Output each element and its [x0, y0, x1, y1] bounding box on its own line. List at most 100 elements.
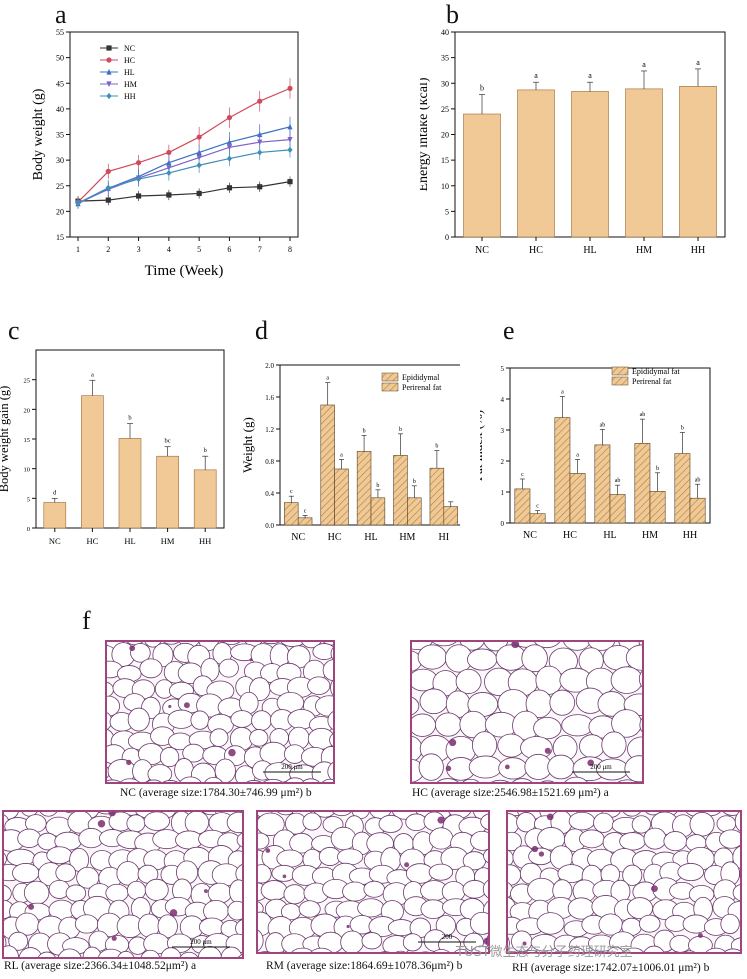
- adipocyte-cell: [262, 642, 281, 645]
- bar-hc: [81, 395, 104, 529]
- stained-nucleus: [546, 813, 554, 821]
- x-tick-label: HM: [642, 530, 658, 541]
- adipocyte-cell: [624, 755, 642, 782]
- y-tick-label: 20: [56, 207, 64, 216]
- panel-label-a: a: [55, 0, 67, 29]
- adipocyte-cell: [234, 765, 256, 782]
- y-tick-label: 10: [441, 182, 449, 191]
- stained-nucleus: [538, 851, 545, 857]
- legend-label: HH: [124, 92, 136, 101]
- adipocyte-cell: [126, 880, 147, 900]
- legend-swatch: [381, 372, 399, 382]
- adipocyte-cell: [107, 779, 121, 782]
- adipocyte-cell: [483, 848, 488, 864]
- y-tick-label: 1: [501, 489, 505, 497]
- y-tick-label: 10: [24, 467, 31, 474]
- bar-nc-1: [297, 517, 313, 526]
- adipocyte-cell: [291, 947, 314, 952]
- adipocyte-cell: [147, 764, 173, 782]
- x-tick-label: NC: [523, 530, 537, 541]
- micrograph-rl: 200 μm: [2, 810, 244, 959]
- adipocyte-cell: [363, 880, 385, 898]
- x-tick-label: NC: [291, 532, 305, 543]
- adipocyte-cell: [508, 936, 510, 951]
- adipocyte-cell: [428, 827, 454, 850]
- data-point-hm: [287, 137, 293, 143]
- legend-marker-hc: [106, 57, 112, 63]
- adipocyte-cell: [218, 658, 239, 678]
- bar-nc: [463, 113, 501, 238]
- adipocyte-cell: [227, 900, 242, 921]
- stained-nucleus: [504, 764, 510, 770]
- stained-nucleus: [168, 704, 172, 709]
- adipocyte-cell: [207, 882, 233, 904]
- significance-letter: ab: [695, 477, 701, 483]
- adipocyte-cell: [23, 880, 50, 905]
- bar-hi-1: [443, 506, 458, 526]
- micrograph-caption-hc: HC (average size:2546.98±1521.69 μm²) a: [412, 787, 609, 799]
- chart-fat-index: 0 1 2 3 4 5 Fat index (%) c c NC a a HC ab ab HL ab b HM b a…: [480, 365, 711, 541]
- adipocyte-cell: [146, 779, 162, 782]
- adipocyte-cell: [310, 947, 333, 952]
- y-tick-label: 15: [56, 233, 64, 242]
- adipocyte-cell: [230, 710, 254, 728]
- adipocyte-cell: [249, 729, 269, 747]
- adipocyte-cell: [144, 878, 169, 901]
- x-tick-label: HM: [636, 245, 652, 256]
- adipocyte-cell: [312, 643, 333, 660]
- adipocyte-cell: [197, 946, 222, 957]
- adipocyte-cell: [470, 945, 488, 952]
- adipocyte-cell: [643, 827, 667, 850]
- significance-letter: a: [340, 452, 343, 458]
- y-tick-label: 0: [27, 526, 30, 533]
- x-tick-label: HL: [364, 532, 377, 543]
- y-tick-label: 30: [56, 156, 64, 165]
- significance-letter: a: [642, 60, 646, 69]
- adipocyte-cell: [705, 947, 727, 952]
- bar-hm: [156, 455, 179, 529]
- adipocyte-cell: [342, 881, 368, 902]
- significance-letter: a: [576, 452, 579, 458]
- y-tick-label: 1.6: [265, 394, 274, 402]
- legend-label: Perirenal fat: [632, 377, 672, 386]
- significance-letter: b: [399, 427, 402, 433]
- stained-nucleus: [531, 845, 539, 853]
- stained-nucleus: [544, 747, 551, 754]
- x-tick-label: NC: [475, 245, 489, 256]
- adipocyte-cell: [467, 648, 498, 671]
- y-tick-label: 0.8: [265, 458, 274, 466]
- significance-letter: b: [363, 428, 366, 434]
- y-tick-label: 30: [441, 79, 449, 88]
- stained-nucleus: [697, 933, 703, 938]
- data-point-hc: [135, 160, 142, 166]
- data-point-hc: [226, 114, 233, 121]
- adipocyte-cell: [163, 642, 180, 645]
- y-tick-label: 2.0: [265, 362, 274, 370]
- x-tick-label: HC: [328, 532, 342, 543]
- adipocyte-cell: [610, 666, 642, 694]
- bar-hc-1: [569, 473, 586, 524]
- stained-nucleus: [522, 941, 527, 946]
- adipocyte-cell: [307, 727, 333, 750]
- adipocyte-cell: [330, 679, 333, 697]
- adipocyte-cell: [302, 778, 320, 782]
- stained-nucleus: [437, 816, 445, 824]
- adipocyte-cell: [126, 814, 146, 833]
- data-point-hh: [257, 149, 263, 156]
- y-tick-label: 4: [501, 396, 505, 404]
- data-point-nc: [287, 179, 293, 185]
- bar-hi-0: [429, 467, 445, 526]
- bar-nc: [43, 502, 67, 529]
- adipocyte-cell: [462, 778, 480, 782]
- adipocyte-cell: [209, 728, 229, 747]
- adipocyte-cell: [327, 762, 333, 782]
- x-tick-label: 4: [167, 245, 171, 254]
- significance-letter: c: [304, 508, 307, 514]
- adipocyte-cell: [470, 911, 488, 935]
- x-tick-label: HH: [683, 530, 697, 541]
- legend-marker-nc: [106, 45, 112, 51]
- adipocyte-cell: [39, 812, 58, 817]
- stained-nucleus: [228, 748, 236, 757]
- data-point-hm: [257, 139, 263, 146]
- adipocyte-cell: [246, 780, 262, 782]
